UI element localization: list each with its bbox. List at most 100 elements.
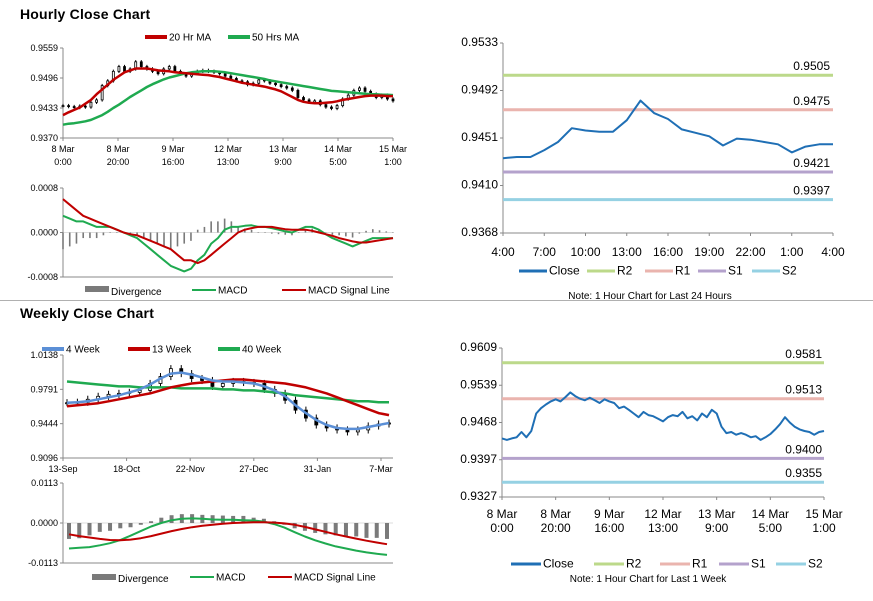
hourly-macd-divergence-bar: [318, 229, 320, 233]
weekly-close-y-tick-label: 0.9468: [460, 415, 497, 429]
weekly-close-legend-close-label: Close: [543, 557, 574, 571]
hourly-price-candle-body: [95, 99, 98, 103]
hourly-price-candle-body: [61, 105, 65, 108]
hourly-macd-divergence-bar: [392, 232, 394, 233]
hourly-close-y-tick-label: 0.9492: [461, 83, 498, 97]
hourly-macd-divergence-bar: [297, 232, 300, 233]
hourly-close-legend-s2-label: S2: [782, 264, 797, 278]
hourly-close-legend-r1-label: R1: [675, 264, 691, 278]
weekly-legend-ma13-label: 13 Week: [152, 345, 192, 356]
hourly-macd-divergence-bar: [109, 232, 111, 233]
hourly-price-x-tick-label: 15 Mar: [379, 144, 407, 154]
weekly-price-candle-body: [355, 429, 360, 433]
hourly-price-candle-body: [83, 105, 87, 108]
weekly-macd-divergence-bar: [364, 523, 369, 538]
weekly-macd-divergence-bar: [97, 523, 102, 532]
weekly-price-ma4-line: [66, 371, 390, 431]
hourly-macd-divergence-bar: [385, 231, 388, 233]
hourly-macd-divergence-bar: [95, 232, 98, 239]
hourly-macd-divergence-bar: [331, 232, 334, 235]
weekly-close-x-tick-label: 9:00: [705, 521, 729, 535]
weekly-close-x-tick-label: 15 Mar: [805, 507, 842, 521]
weekly-price-x-tick-label: 22-Nov: [176, 464, 206, 474]
hourly-macd-divergence-bar: [365, 230, 367, 233]
hourly-price-candle-body: [363, 87, 367, 92]
hourly-macd-divergence-bar: [196, 229, 199, 233]
weekly-close-legend-r2-label: R2: [626, 557, 642, 571]
hourly-macd-divergence-bar: [250, 229, 253, 233]
hourly-price-x-tick-label: 1:00: [384, 157, 402, 167]
weekly-macd-divergence-bar: [159, 517, 164, 523]
hourly-close-x-tick-label: 22:00: [735, 245, 765, 259]
weekly-close-x-tick-label: 8 Mar: [487, 507, 518, 521]
weekly-close-x-tick-label: 8 Mar: [540, 507, 571, 521]
hourly-price-candle-body: [123, 66, 126, 72]
hourly-close-legend-r2-label: R2: [617, 264, 633, 278]
hourly-macd-divergence-bar: [62, 232, 64, 250]
hourly-macd-legend-divergence-label: Divergence: [111, 287, 162, 298]
hourly-close-s1-value: 0.9421: [793, 156, 830, 170]
weekly-macd-y-tick-label: 0.0113: [31, 478, 58, 488]
weekly-macd-legend-macd-label: MACD: [216, 573, 245, 584]
hourly-price-candle-body: [257, 79, 261, 84]
hourly-macd-divergence-bar: [89, 232, 91, 239]
hourly-close-x-tick-label: 16:00: [653, 245, 683, 259]
hourly-macd-divergence-bar: [169, 232, 172, 250]
weekly-macd-divergence-bar: [323, 523, 328, 535]
hourly-section-title: Hourly Close Chart: [20, 6, 151, 22]
hourly-macd-divergence-bar: [291, 232, 293, 236]
weekly-macd-divergence-bar: [333, 523, 338, 536]
hourly-close-x-tick-label: 1:00: [780, 245, 804, 259]
hourly-close-y-tick-label: 0.9410: [461, 178, 498, 192]
hourly-macd-legend-divergence-swatch: [85, 286, 109, 292]
hourly-close-y-tick-label: 0.9451: [461, 130, 498, 144]
weekly-price-y-tick-label: 1.0138: [30, 350, 58, 360]
hourly-macd-divergence-bar: [102, 232, 105, 236]
weekly-price-ma13-line: [66, 378, 390, 417]
hourly-price-x-tick-label: 12 Mar: [214, 144, 242, 154]
hourly-price-y-tick-label: 0.9370: [30, 133, 58, 143]
hourly-price-candle-body: [72, 106, 76, 108]
weekly-macd-legend-divergence-swatch: [92, 574, 116, 580]
hourly-legend-ma20-label: 20 Hr MA: [169, 33, 212, 44]
hourly-close-legend-s1-label: S1: [728, 264, 743, 278]
hourly-macd-divergence-bar: [143, 232, 145, 239]
weekly-price-ma40-line: [66, 380, 389, 404]
hourly-macd-divergence-bar: [371, 229, 374, 233]
hourly-macd-divergence-bar: [82, 232, 85, 239]
weekly-macd-divergence-bar: [354, 523, 359, 537]
hourly-close-s2-value: 0.9397: [793, 184, 830, 198]
weekly-macd-divergence-bar: [67, 523, 71, 539]
hourly-close-x-tick-label: 13:00: [612, 245, 642, 259]
hourly-price-x-tick-label: 9:00: [274, 157, 292, 167]
hourly-macd-divergence-bar: [136, 232, 138, 236]
weekly-macd-legend-divergence-label: Divergence: [118, 574, 169, 585]
hourly-price-candle-body: [89, 101, 93, 108]
weekly-price-candle-body: [220, 383, 225, 387]
weekly-macd-divergence-bar: [77, 523, 82, 539]
hourly-price-y-tick-label: 0.9496: [30, 73, 58, 83]
hourly-macd-divergence-bar: [277, 232, 280, 235]
weekly-close-y-tick-label: 0.9397: [460, 452, 497, 466]
hourly-macd-divergence-bar: [203, 226, 206, 233]
hourly-macd-divergence-bar: [338, 232, 340, 236]
hourly-macd-divergence-bar: [68, 232, 71, 247]
weekly-close-x-tick-label: 20:00: [541, 521, 571, 535]
hourly-close-x-tick-label: 4:00: [491, 245, 515, 259]
hourly-close-r1-value: 0.9475: [793, 94, 830, 108]
hourly-macd-divergence-bar: [149, 232, 152, 241]
weekly-close-legend-s2-label: S2: [808, 557, 823, 571]
weekly-close-x-tick-label: 16:00: [594, 521, 624, 535]
weekly-close-x-tick-label: 1:00: [812, 521, 836, 535]
hourly-macd-divergence-bar: [257, 232, 260, 233]
hourly-price-candle-body: [324, 104, 328, 108]
weekly-close-x-tick-label: 13:00: [648, 521, 678, 535]
weekly-close-legend-r1-label: R1: [692, 557, 708, 571]
weekly-close-s2-value: 0.9355: [785, 466, 822, 480]
hourly-macd-divergence-bar: [176, 232, 179, 247]
hourly-price-candle-body: [173, 66, 177, 72]
hourly-price-candle-body: [391, 98, 395, 102]
weekly-macd-y-tick-label: 0.0000: [30, 518, 58, 528]
hourly-macd-divergence-bar: [378, 230, 381, 233]
